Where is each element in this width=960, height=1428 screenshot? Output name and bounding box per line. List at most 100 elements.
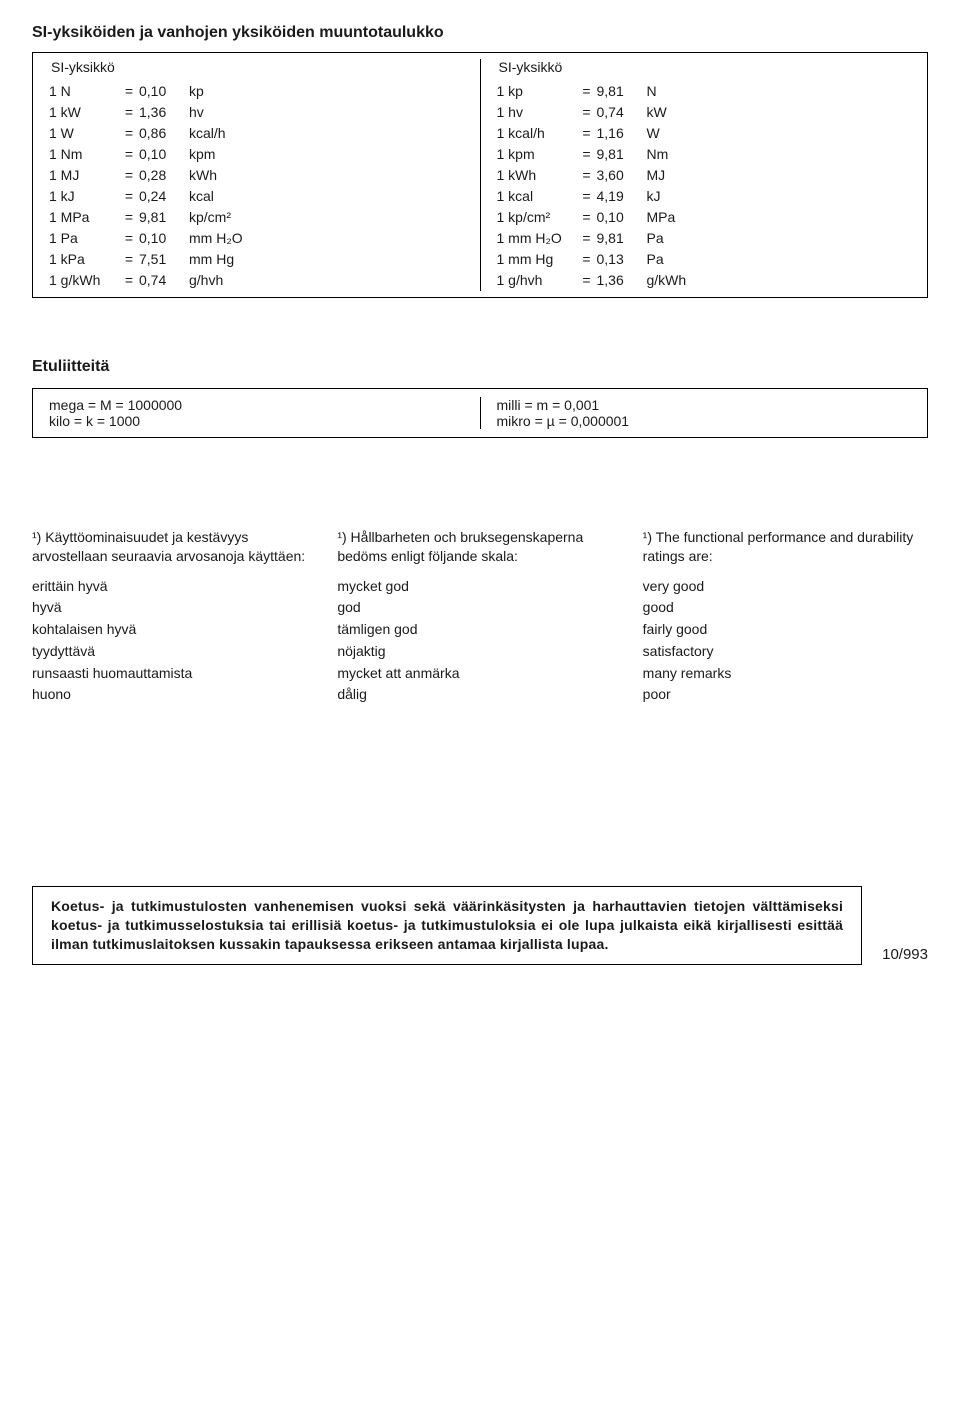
equals-sign: = [577, 102, 597, 123]
rating-item: very good [643, 576, 928, 598]
conv-value: 0,28 [139, 165, 189, 186]
conv-from: 1 kWh [497, 165, 577, 186]
equals-sign: = [577, 81, 597, 102]
left-col-head: SI-yksikkö [49, 59, 464, 75]
ratings-columns: ¹) Käyttöominaisuudet ja kestävyys arvos… [32, 528, 928, 706]
conv-from: 1 kp [497, 81, 577, 102]
prefix-line: milli = m = 0,001 [497, 397, 912, 413]
conv-from: 1 MPa [49, 207, 119, 228]
conv-from: 1 kJ [49, 186, 119, 207]
conversion-left-col: SI-yksikkö 1 N=0,10kp1 kW=1,36hv1 W=0,86… [33, 59, 480, 291]
rating-item: mycket att anmärka [337, 663, 622, 685]
ratings-list-fi: erittäin hyvähyväkohtalaisen hyvätyydytt… [32, 576, 317, 706]
conv-unit: kJ [647, 186, 707, 207]
rating-item: hyvä [32, 597, 317, 619]
conv-unit: kWh [189, 165, 269, 186]
conv-value: 3,60 [597, 165, 647, 186]
conv-value: 0,74 [597, 102, 647, 123]
equals-sign: = [577, 207, 597, 228]
equals-sign: = [119, 165, 139, 186]
conv-value: 0,10 [139, 81, 189, 102]
equals-sign: = [119, 123, 139, 144]
rating-item: huono [32, 684, 317, 706]
prefixes-right: milli = m = 0,001mikro = µ = 0,000001 [480, 397, 928, 429]
conv-unit: W [647, 123, 707, 144]
conv-unit: kp/cm² [189, 207, 269, 228]
equals-sign: = [119, 102, 139, 123]
equals-sign: = [577, 123, 597, 144]
equals-sign: = [577, 270, 597, 291]
conv-value: 1,36 [139, 102, 189, 123]
prefix-line: mikro = µ = 0,000001 [497, 413, 912, 429]
disclaimer-row: Koetus- ja tutkimustulosten vanhenemisen… [32, 886, 928, 965]
equals-sign: = [119, 228, 139, 249]
rating-item: dålig [337, 684, 622, 706]
conv-value: 0,13 [597, 249, 647, 270]
ratings-col-en: ¹) The functional performance and durabi… [643, 528, 928, 706]
conv-unit: kcal [189, 186, 269, 207]
conv-value: 0,74 [139, 270, 189, 291]
rating-item: nöjaktig [337, 641, 622, 663]
prefixes-title: Etuliitteitä [32, 358, 928, 376]
rating-item: satisfactory [643, 641, 928, 663]
ratings-col-sv: ¹) Hållbarheten och bruksegenskaperna be… [337, 528, 622, 706]
conv-value: 9,81 [597, 81, 647, 102]
conversion-columns: SI-yksikkö 1 N=0,10kp1 kW=1,36hv1 W=0,86… [33, 59, 927, 291]
conv-from: 1 kp/cm² [497, 207, 577, 228]
conv-unit: MJ [647, 165, 707, 186]
conv-unit: Pa [647, 228, 707, 249]
equals-sign: = [119, 270, 139, 291]
conv-unit: Pa [647, 249, 707, 270]
conv-value: 1,36 [597, 270, 647, 291]
conversion-box: SI-yksikkö 1 N=0,10kp1 kW=1,36hv1 W=0,86… [32, 52, 928, 298]
conv-from: 1 W [49, 123, 119, 144]
conv-value: 0,24 [139, 186, 189, 207]
left-rows: 1 N=0,10kp1 kW=1,36hv1 W=0,86kcal/h1 Nm=… [49, 81, 464, 291]
conv-unit: hv [189, 102, 269, 123]
ratings-list-sv: mycket godgodtämligen godnöjaktigmycket … [337, 576, 622, 706]
rating-item: poor [643, 684, 928, 706]
rating-item: good [643, 597, 928, 619]
rating-item: tyydyttävä [32, 641, 317, 663]
conv-from: 1 N [49, 81, 119, 102]
conv-value: 9,81 [597, 144, 647, 165]
conv-value: 7,51 [139, 249, 189, 270]
equals-sign: = [577, 144, 597, 165]
conv-value: 4,19 [597, 186, 647, 207]
ratings-intro-sv: ¹) Hållbarheten och bruksegenskaperna be… [337, 528, 622, 566]
right-col-head: SI-yksikkö [497, 59, 912, 75]
conv-value: 1,16 [597, 123, 647, 144]
prefixes-box: mega = M = 1000000kilo = k = 1000 milli … [32, 388, 928, 438]
conv-from: 1 MJ [49, 165, 119, 186]
ratings-list-en: very goodgoodfairly goodsatisfactorymany… [643, 576, 928, 706]
conversion-title: SI-yksiköiden ja vanhojen yksiköiden muu… [32, 24, 928, 42]
rating-item: mycket god [337, 576, 622, 598]
conv-unit: Nm [647, 144, 707, 165]
conv-from: 1 kPa [49, 249, 119, 270]
equals-sign: = [577, 165, 597, 186]
rating-item: many remarks [643, 663, 928, 685]
conv-value: 9,81 [139, 207, 189, 228]
equals-sign: = [119, 249, 139, 270]
conv-unit: N [647, 81, 707, 102]
conv-from: 1 mm Hg [497, 249, 577, 270]
conv-unit: g/hvh [189, 270, 269, 291]
right-rows: 1 kp=9,81N1 hv=0,74kW1 kcal/h=1,16W1 kpm… [497, 81, 912, 291]
equals-sign: = [119, 186, 139, 207]
conv-unit: kpm [189, 144, 269, 165]
page-number: 10/993 [882, 946, 928, 965]
conv-from: 1 kpm [497, 144, 577, 165]
ratings-intro-fi: ¹) Käyttöominaisuudet ja kestävyys arvos… [32, 528, 317, 566]
conv-unit: mm H₂O [189, 228, 269, 249]
conv-value: 0,10 [139, 228, 189, 249]
conv-value: 9,81 [597, 228, 647, 249]
conv-unit: kcal/h [189, 123, 269, 144]
equals-sign: = [577, 186, 597, 207]
conv-unit: mm Hg [189, 249, 269, 270]
equals-sign: = [119, 144, 139, 165]
conv-value: 0,10 [139, 144, 189, 165]
ratings-col-fi: ¹) Käyttöominaisuudet ja kestävyys arvos… [32, 528, 317, 706]
prefixes-left: mega = M = 1000000kilo = k = 1000 [33, 397, 480, 429]
rating-item: runsaasti huomauttamista [32, 663, 317, 685]
conv-unit: MPa [647, 207, 707, 228]
